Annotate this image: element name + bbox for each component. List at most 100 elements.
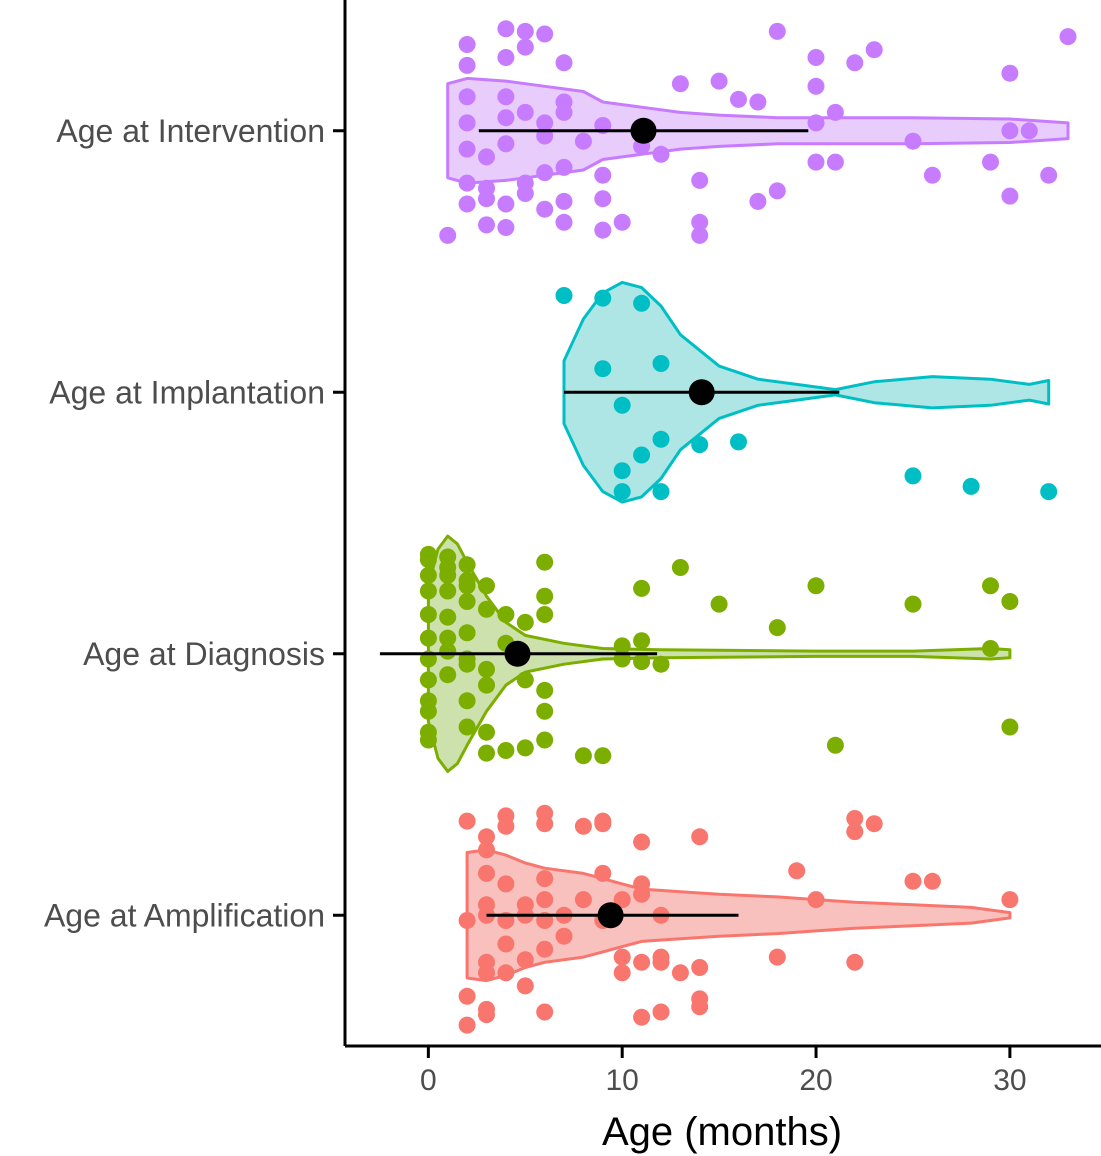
point-age-at-amplification	[691, 828, 709, 846]
violin-layer	[426, 76, 1070, 983]
point-age-at-intervention	[768, 22, 786, 40]
point-age-at-amplification	[846, 953, 864, 971]
point-age-at-diagnosis	[478, 676, 495, 694]
point-age-at-intervention	[478, 179, 495, 197]
point-age-at-amplification	[846, 810, 864, 827]
point-age-at-diagnosis	[478, 577, 495, 595]
points-layer	[419, 20, 1077, 1034]
point-age-at-intervention	[865, 41, 883, 59]
point-age-at-intervention	[497, 109, 515, 127]
point-age-at-intervention	[768, 182, 786, 200]
point-age-at-amplification	[536, 940, 554, 958]
point-age-at-intervention	[458, 36, 476, 53]
point-age-at-amplification	[904, 872, 922, 890]
point-age-at-intervention	[710, 72, 728, 90]
point-age-at-intervention	[691, 213, 709, 231]
point-age-at-intervention	[594, 221, 612, 239]
point-age-at-diagnosis	[1001, 718, 1019, 736]
point-age-at-amplification	[691, 990, 709, 1008]
point-age-at-diagnosis	[536, 606, 554, 623]
y-tick-label-age-at-intervention: Age at Intervention	[56, 113, 325, 149]
point-age-at-intervention	[749, 192, 767, 210]
point-age-at-diagnosis	[478, 660, 495, 678]
x-tick-label: 30	[993, 1064, 1026, 1097]
point-age-at-diagnosis	[439, 582, 457, 600]
point-age-at-diagnosis	[826, 736, 844, 754]
point-age-at-intervention	[458, 140, 476, 158]
point-age-at-amplification	[652, 1003, 670, 1021]
violin-age-at-diagnosis	[426, 534, 1012, 773]
point-age-at-diagnosis	[497, 606, 515, 623]
axes-layer	[343, 0, 1101, 1048]
mean-point-age-at-intervention	[630, 117, 657, 144]
point-age-at-diagnosis	[439, 559, 457, 576]
point-age-at-diagnosis	[478, 744, 495, 762]
point-age-at-diagnosis	[516, 739, 534, 757]
point-age-at-amplification	[536, 804, 554, 822]
point-age-at-amplification	[536, 870, 554, 888]
point-age-at-implantation	[613, 462, 631, 480]
point-age-at-diagnosis	[768, 619, 786, 637]
point-age-at-amplification	[633, 953, 651, 971]
point-age-at-diagnosis	[516, 671, 534, 689]
point-age-at-intervention	[439, 226, 457, 244]
point-age-at-diagnosis	[536, 731, 554, 749]
point-age-at-intervention	[555, 192, 573, 210]
x-tick-label: 0	[420, 1064, 437, 1097]
point-age-at-intervention	[536, 25, 554, 43]
point-age-at-amplification	[594, 864, 612, 882]
point-age-at-diagnosis	[439, 642, 457, 660]
point-age-at-intervention	[691, 226, 709, 244]
point-age-at-diagnosis	[439, 629, 457, 647]
point-age-at-implantation	[555, 287, 573, 304]
point-age-at-intervention	[730, 90, 747, 108]
point-age-at-intervention	[594, 166, 612, 184]
point-age-at-diagnosis	[458, 692, 476, 710]
point-age-at-intervention	[982, 153, 999, 171]
point-age-at-amplification	[516, 896, 534, 914]
point-age-at-intervention	[458, 88, 476, 106]
y-tick-label-age-at-implantation: Age at Implantation	[49, 374, 325, 410]
point-age-at-diagnosis	[574, 747, 592, 765]
point-age-at-diagnosis	[904, 595, 922, 613]
point-age-at-amplification	[458, 912, 476, 929]
y-tick-label-age-at-diagnosis: Age at Diagnosis	[83, 636, 325, 672]
point-age-at-intervention	[807, 114, 825, 132]
x-axis-title: Age (months)	[602, 1110, 842, 1154]
point-age-at-intervention	[458, 56, 476, 74]
point-age-at-amplification	[594, 812, 612, 830]
point-age-at-amplification	[478, 828, 495, 846]
point-age-at-amplification	[574, 891, 592, 909]
point-age-at-intervention	[671, 75, 689, 93]
point-age-at-diagnosis	[536, 587, 554, 605]
point-age-at-diagnosis	[536, 702, 554, 720]
mean-point-age-at-amplification	[597, 902, 624, 929]
point-age-at-diagnosis	[710, 595, 728, 613]
point-age-at-intervention	[497, 195, 515, 213]
point-age-at-intervention	[613, 213, 631, 231]
point-age-at-diagnosis	[536, 553, 554, 571]
point-age-at-intervention	[497, 219, 515, 236]
point-age-at-amplification	[458, 987, 476, 1005]
point-age-at-intervention	[826, 153, 844, 171]
point-age-at-amplification	[633, 1008, 651, 1026]
point-age-at-intervention	[516, 103, 534, 121]
point-age-at-intervention	[1020, 122, 1038, 140]
point-age-at-intervention	[807, 77, 825, 95]
point-age-at-diagnosis	[419, 582, 437, 600]
point-age-at-implantation	[652, 430, 670, 448]
point-age-at-intervention	[555, 213, 573, 231]
point-age-at-intervention	[1001, 64, 1019, 82]
point-age-at-intervention	[458, 114, 476, 132]
point-age-at-implantation	[962, 477, 980, 495]
point-age-at-intervention	[555, 158, 573, 176]
point-age-at-diagnosis	[439, 666, 457, 684]
point-age-at-diagnosis	[439, 608, 457, 626]
point-age-at-diagnosis	[982, 640, 999, 657]
y-ticks: Age at Amplification Age at Diagnosis Age …	[44, 113, 345, 933]
point-age-at-intervention	[594, 190, 612, 208]
point-age-at-intervention	[1001, 187, 1019, 205]
point-age-at-implantation	[1040, 483, 1058, 501]
point-age-at-diagnosis	[458, 593, 476, 610]
